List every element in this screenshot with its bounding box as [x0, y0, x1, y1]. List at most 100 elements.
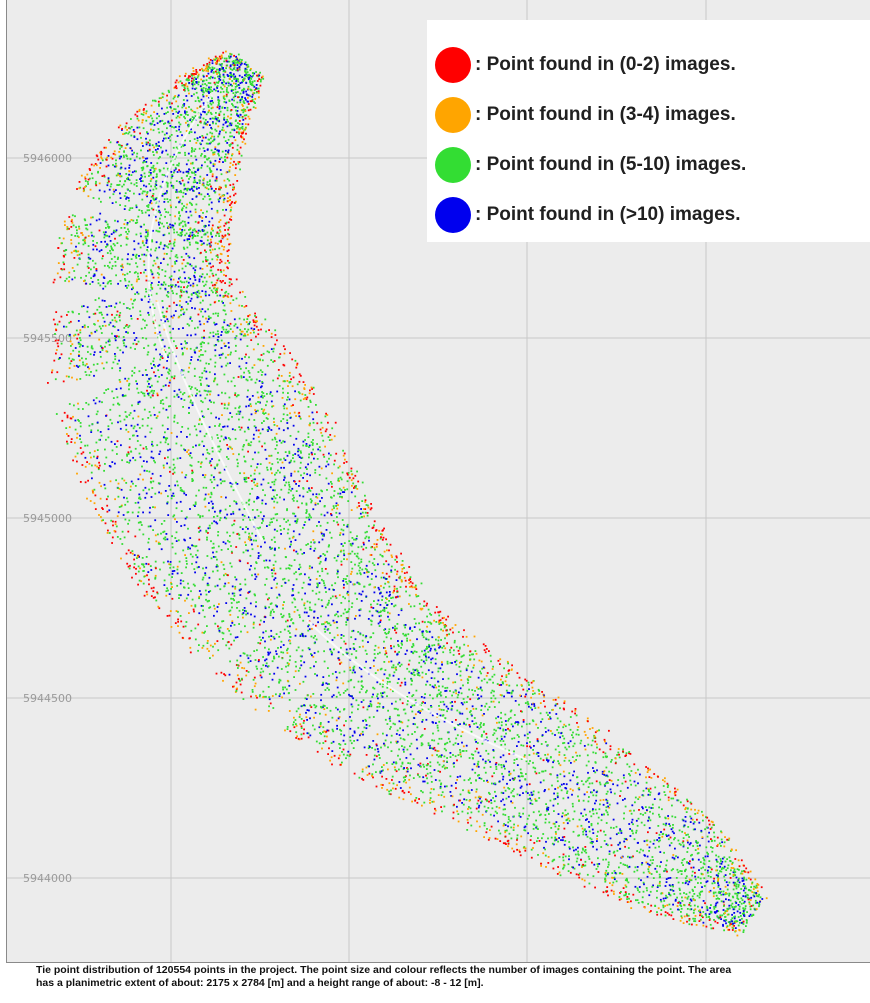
tie-point — [195, 293, 198, 295]
tie-point — [150, 104, 153, 107]
tie-point — [583, 808, 586, 811]
tie-point — [168, 466, 171, 469]
tie-point — [646, 875, 649, 878]
tie-point — [137, 478, 140, 481]
tie-point — [150, 202, 153, 205]
tie-point — [233, 523, 235, 526]
tie-point — [658, 837, 660, 839]
tie-point — [179, 300, 181, 302]
tie-point — [129, 459, 132, 462]
tie-point — [220, 54, 223, 57]
tie-point — [218, 459, 221, 462]
tie-point — [264, 318, 267, 321]
tie-point — [133, 130, 136, 133]
tie-point — [194, 638, 197, 641]
tie-point — [87, 403, 90, 406]
tie-point — [219, 626, 222, 629]
tie-point — [288, 450, 291, 453]
tie-point — [146, 131, 148, 133]
tie-point — [125, 482, 128, 484]
tie-point — [223, 246, 226, 248]
tie-point — [296, 364, 298, 366]
tie-point — [63, 268, 66, 271]
tie-point — [342, 635, 345, 637]
tie-point — [177, 625, 179, 627]
tie-point — [120, 505, 123, 508]
tie-point — [196, 326, 199, 329]
tie-point — [111, 157, 114, 160]
tie-point — [201, 415, 204, 418]
tie-point — [137, 415, 140, 418]
tie-point — [460, 702, 463, 704]
tie-point — [415, 595, 418, 598]
tie-point — [144, 435, 147, 438]
tie-point — [150, 166, 153, 169]
tie-point — [194, 81, 197, 83]
tie-point — [179, 199, 182, 202]
tie-point — [328, 688, 330, 691]
tie-point — [149, 306, 152, 309]
tie-point — [276, 494, 278, 496]
tie-point — [221, 129, 223, 131]
tie-point — [130, 182, 133, 185]
tie-point — [192, 70, 195, 72]
tie-point — [246, 654, 249, 657]
tie-point — [481, 667, 484, 670]
tie-point — [115, 162, 117, 165]
tie-point — [357, 726, 360, 729]
tie-point — [513, 769, 515, 772]
tie-point — [248, 376, 251, 378]
tie-point — [242, 518, 245, 521]
tie-point — [233, 624, 236, 626]
tie-point — [196, 187, 198, 190]
tie-point — [691, 888, 694, 891]
tie-point — [194, 155, 197, 158]
tie-point — [532, 790, 535, 793]
tie-point — [114, 264, 117, 267]
tie-point — [690, 802, 693, 805]
tie-point — [288, 371, 291, 374]
tie-point — [245, 353, 247, 356]
tie-point — [547, 856, 550, 858]
tie-point — [695, 840, 697, 842]
tie-point — [218, 221, 221, 223]
tie-point — [322, 726, 325, 729]
tie-point — [150, 456, 153, 459]
tie-point — [507, 719, 510, 722]
tie-point — [340, 528, 343, 531]
tie-point — [158, 411, 161, 414]
tie-point — [142, 318, 144, 321]
tie-point — [439, 786, 442, 788]
tie-point — [203, 150, 206, 152]
tie-point — [107, 281, 110, 284]
tie-point — [387, 581, 389, 583]
tie-point — [135, 343, 138, 346]
tie-point — [393, 707, 396, 710]
tie-point — [613, 850, 616, 853]
tie-point — [163, 174, 166, 176]
tie-point — [301, 587, 304, 589]
tie-point — [171, 586, 173, 588]
tie-point — [254, 534, 257, 537]
tie-point — [409, 628, 411, 630]
tie-point — [690, 879, 693, 882]
tie-point — [220, 339, 223, 342]
tie-point — [155, 180, 158, 182]
tie-point — [676, 868, 679, 871]
tie-point — [324, 445, 326, 448]
tie-point — [294, 661, 297, 663]
tie-point — [86, 224, 88, 226]
tie-point — [139, 178, 141, 180]
tie-point — [502, 728, 505, 731]
tie-point — [337, 757, 340, 760]
tie-point — [646, 843, 649, 846]
tie-point — [408, 659, 411, 662]
tie-point — [399, 698, 402, 701]
tie-point — [54, 323, 56, 326]
tie-point — [430, 705, 432, 707]
tie-point — [597, 816, 600, 819]
tie-point — [366, 571, 368, 574]
tie-point — [261, 394, 263, 397]
tie-point — [722, 857, 724, 860]
tie-point — [158, 607, 161, 610]
